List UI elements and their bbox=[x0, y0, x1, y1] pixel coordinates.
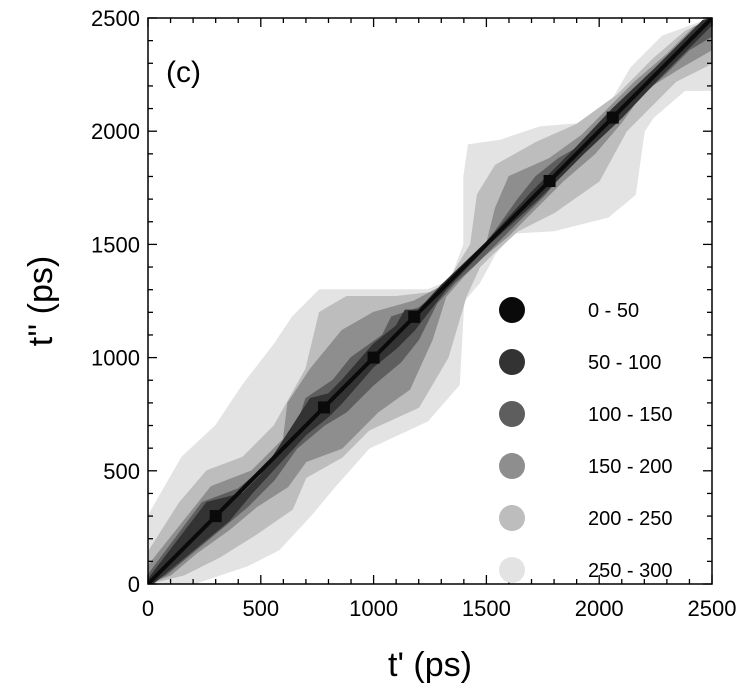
legend-label: 250 - 300 bbox=[588, 560, 673, 582]
y-tick-label: 0 bbox=[128, 572, 140, 597]
legend-swatch bbox=[499, 401, 525, 427]
legend-swatch bbox=[499, 505, 525, 531]
diagonal-point-6 bbox=[606, 111, 619, 124]
panel-label: (c) bbox=[166, 56, 201, 89]
legend-label: 200 - 250 bbox=[588, 508, 673, 530]
legend-swatch bbox=[499, 557, 525, 583]
x-axis-title: t' (ps) bbox=[388, 646, 472, 684]
diagonal-point-5 bbox=[543, 175, 556, 188]
diagonal-point-4 bbox=[408, 310, 421, 323]
tick-labels: 0 500 1000 1500 2000 2500 0 500 1000 1500 2000 2500 bbox=[91, 6, 736, 621]
legend-label: 50 - 100 bbox=[588, 352, 661, 374]
legend-label: 100 - 150 bbox=[588, 404, 673, 426]
plot-area bbox=[148, 18, 712, 584]
x-tick-label: 1500 bbox=[462, 596, 511, 621]
diagonal-point-3 bbox=[367, 351, 380, 364]
legend-label: 150 - 200 bbox=[588, 456, 673, 478]
x-tick-label: 2000 bbox=[575, 596, 624, 621]
diagonal-band bbox=[148, 18, 712, 584]
legend-swatch bbox=[499, 453, 525, 479]
axis-ticks bbox=[147, 17, 713, 585]
y-tick-label: 1000 bbox=[91, 346, 140, 371]
legend-swatch bbox=[499, 349, 525, 375]
x-tick-label: 500 bbox=[242, 596, 279, 621]
legend: 0 - 50 50 - 100 100 - 150 150 - 200 200 - 25… bbox=[499, 297, 673, 583]
plot-frame bbox=[147, 17, 713, 585]
legend-label: 0 - 50 bbox=[588, 300, 639, 322]
y-tick-label: 500 bbox=[103, 459, 140, 484]
diagonal-point-2 bbox=[317, 401, 330, 414]
y-tick-label: 1500 bbox=[91, 232, 140, 257]
x-tick-label: 2500 bbox=[688, 596, 737, 621]
diagonal-point-1 bbox=[209, 510, 222, 523]
legend-swatch bbox=[499, 297, 525, 323]
x-tick-label: 0 bbox=[142, 596, 154, 621]
x-tick-label: 1000 bbox=[349, 596, 398, 621]
y-tick-label: 2500 bbox=[91, 6, 140, 31]
y-axis-title: t'' (ps) bbox=[22, 256, 60, 346]
y-tick-label: 2000 bbox=[91, 119, 140, 144]
